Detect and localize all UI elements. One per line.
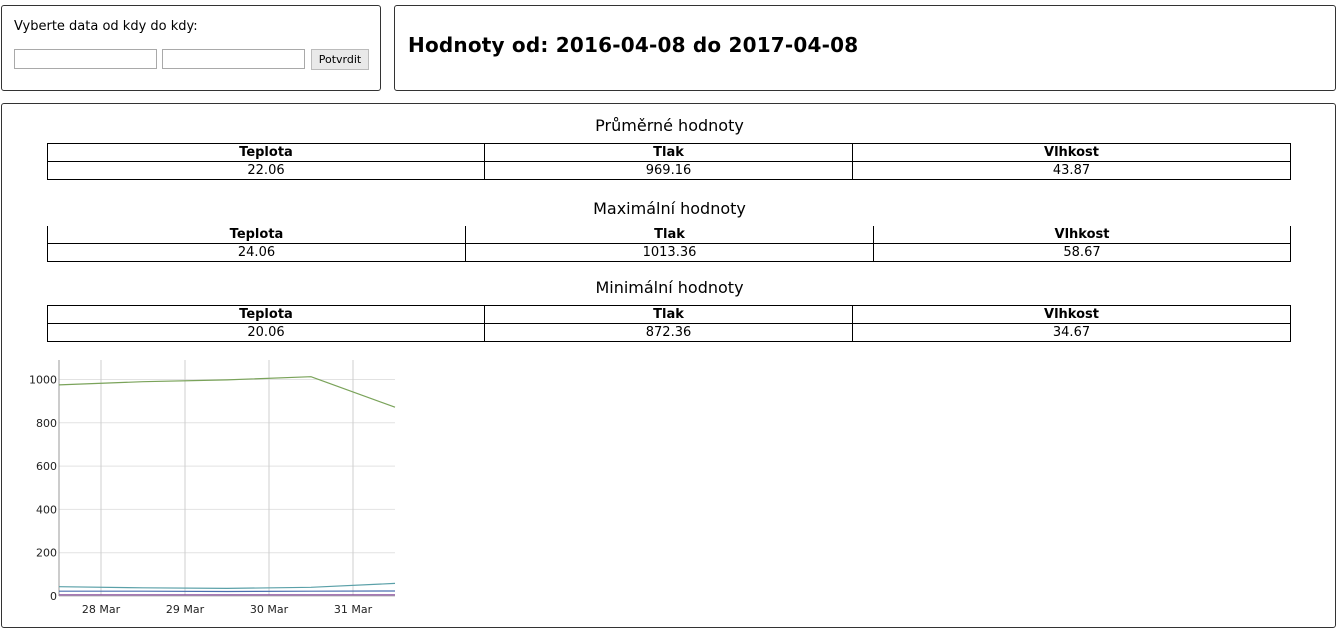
series-line-2 xyxy=(58,582,396,590)
table-row: 20.06 872.36 34.67 xyxy=(47,323,1291,342)
y-tick-label: 1000 xyxy=(29,373,57,386)
table-header-row: Teplota Tlak Vlhkost xyxy=(47,226,1291,244)
measurements-line-chart: 0 200 400 600 800 1000 28 Mar 29 Mar 30 Mar 31 Ma… xyxy=(29,360,396,616)
table-header-row: Teplota Tlak Vlhkost xyxy=(47,143,1291,162)
average-values-table: Teplota Tlak Vlhkost 22.06 969.16 43.87 xyxy=(47,143,1291,180)
pressure-value: 872.36 xyxy=(484,323,853,342)
date-range-title: Hodnoty od: 2016-04-08 do 2017-04-08 xyxy=(408,33,859,57)
x-tick-label: 28 Mar xyxy=(82,603,121,616)
humidity-header: Vlhkost xyxy=(852,305,1291,324)
temperature-header: Teplota xyxy=(47,143,485,162)
temperature-value: 24.06 xyxy=(47,243,466,262)
table-header-row: Teplota Tlak Vlhkost xyxy=(47,305,1291,324)
date-range-prompt: Vyberte data od kdy do kdy: xyxy=(14,19,198,34)
temperature-value: 22.06 xyxy=(47,161,485,180)
pressure-header: Tlak xyxy=(484,143,853,162)
pressure-header: Tlak xyxy=(465,226,874,244)
pressure-header: Tlak xyxy=(484,305,853,324)
minimum-values-title: Minimální hodnoty xyxy=(595,278,744,297)
x-tick-label: 29 Mar xyxy=(166,603,205,616)
humidity-value: 43.87 xyxy=(852,161,1291,180)
maximum-values-title: Maximální hodnoty xyxy=(593,199,746,218)
table-row: 24.06 1013.36 58.67 xyxy=(47,243,1291,262)
y-tick-label: 400 xyxy=(36,503,57,516)
humidity-header: Vlhkost xyxy=(873,226,1291,244)
minimum-values-table: Teplota Tlak Vlhkost 20.06 872.36 34.67 xyxy=(47,305,1291,342)
series-line-3 xyxy=(59,590,396,593)
average-values-title: Průměrné hodnoty xyxy=(595,116,744,135)
series-line-1 xyxy=(58,376,396,408)
y-tick-label: 600 xyxy=(36,460,57,473)
range-heading-panel: Hodnoty od: 2016-04-08 do 2017-04-08 xyxy=(394,5,1336,91)
table-row: 22.06 969.16 43.87 xyxy=(47,161,1291,180)
humidity-header: Vlhkost xyxy=(852,143,1291,162)
temperature-header: Teplota xyxy=(47,226,466,244)
statistics-panel: Průměrné hodnoty Teplota Tlak Vlhkost 22… xyxy=(1,103,1336,628)
temperature-header: Teplota xyxy=(47,305,485,324)
y-tick-label: 0 xyxy=(50,590,57,603)
pressure-value: 1013.36 xyxy=(465,243,874,262)
x-tick-label: 31 Mar xyxy=(334,603,373,616)
temperature-value: 20.06 xyxy=(47,323,485,342)
humidity-value: 34.67 xyxy=(852,323,1291,342)
date-from-input[interactable] xyxy=(14,49,157,69)
maximum-values-table: Teplota Tlak Vlhkost 24.06 1013.36 58.67 xyxy=(47,226,1291,262)
date-filter-panel: Vyberte data od kdy do kdy: Potvrdit xyxy=(1,5,381,91)
humidity-value: 58.67 xyxy=(873,243,1291,262)
confirm-button[interactable]: Potvrdit xyxy=(311,49,369,70)
x-tick-label: 30 Mar xyxy=(250,603,289,616)
y-tick-label: 200 xyxy=(36,547,57,560)
date-to-input[interactable] xyxy=(162,49,305,69)
pressure-value: 969.16 xyxy=(484,161,853,180)
y-tick-label: 800 xyxy=(36,417,57,430)
